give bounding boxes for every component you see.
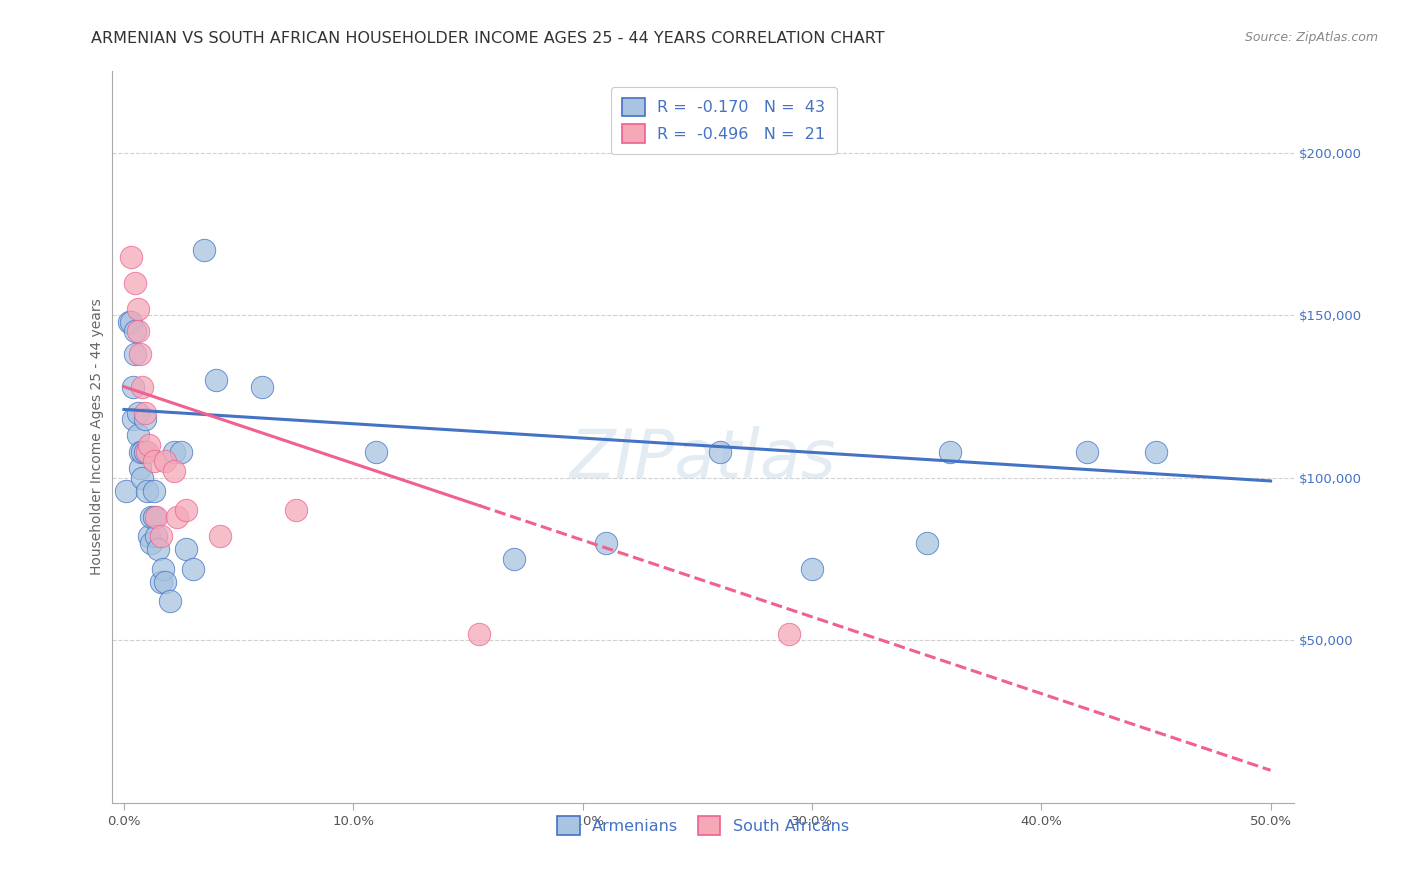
Point xyxy=(135,483,157,498)
Point xyxy=(152,562,174,576)
Point xyxy=(1076,444,1098,458)
Point xyxy=(145,529,167,543)
Point xyxy=(134,444,156,458)
Point xyxy=(131,444,153,458)
Point xyxy=(120,315,142,329)
Point xyxy=(142,483,165,498)
Point xyxy=(134,412,156,426)
Point xyxy=(155,454,177,468)
Point xyxy=(148,542,170,557)
Point xyxy=(141,535,163,549)
Point xyxy=(778,626,800,640)
Point xyxy=(127,301,149,316)
Point xyxy=(709,444,731,458)
Point xyxy=(120,250,142,264)
Point xyxy=(502,552,524,566)
Point xyxy=(134,406,156,420)
Point xyxy=(915,535,938,549)
Point xyxy=(138,438,160,452)
Point xyxy=(127,406,149,420)
Point xyxy=(129,461,152,475)
Point xyxy=(127,325,149,339)
Point xyxy=(138,529,160,543)
Point xyxy=(129,347,152,361)
Point xyxy=(468,626,491,640)
Point xyxy=(124,276,146,290)
Point xyxy=(166,509,188,524)
Point xyxy=(115,483,138,498)
Point xyxy=(284,503,307,517)
Y-axis label: Householder Income Ages 25 - 44 years: Householder Income Ages 25 - 44 years xyxy=(90,299,104,575)
Point xyxy=(124,347,146,361)
Point xyxy=(1144,444,1167,458)
Legend: Armenians, South Africans: Armenians, South Africans xyxy=(546,805,860,846)
Point xyxy=(595,535,617,549)
Point xyxy=(155,574,177,589)
Point xyxy=(193,243,215,257)
Point xyxy=(209,529,232,543)
Point xyxy=(141,509,163,524)
Point xyxy=(124,325,146,339)
Point xyxy=(122,412,145,426)
Text: ARMENIAN VS SOUTH AFRICAN HOUSEHOLDER INCOME AGES 25 - 44 YEARS CORRELATION CHAR: ARMENIAN VS SOUTH AFRICAN HOUSEHOLDER IN… xyxy=(91,31,884,46)
Point xyxy=(174,503,197,517)
Point xyxy=(145,509,167,524)
Point xyxy=(800,562,823,576)
Point xyxy=(170,444,193,458)
Point xyxy=(163,444,186,458)
Text: Source: ZipAtlas.com: Source: ZipAtlas.com xyxy=(1244,31,1378,45)
Point xyxy=(366,444,388,458)
Point xyxy=(127,428,149,442)
Point xyxy=(122,380,145,394)
Point xyxy=(142,509,165,524)
Point xyxy=(149,574,172,589)
Point xyxy=(149,529,172,543)
Point xyxy=(135,444,157,458)
Text: ZIPatlas: ZIPatlas xyxy=(569,426,837,492)
Point xyxy=(131,471,153,485)
Point xyxy=(142,454,165,468)
Point xyxy=(938,444,960,458)
Point xyxy=(204,373,226,387)
Point xyxy=(129,444,152,458)
Point xyxy=(159,594,181,608)
Point xyxy=(131,380,153,394)
Point xyxy=(117,315,139,329)
Point xyxy=(163,464,186,478)
Point xyxy=(181,562,204,576)
Point xyxy=(250,380,273,394)
Point xyxy=(174,542,197,557)
